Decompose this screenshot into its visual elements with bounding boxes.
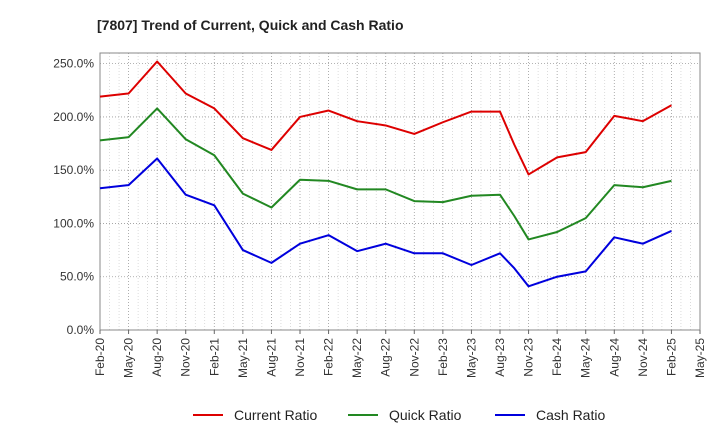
x-tick-label: Feb-22 — [322, 338, 336, 376]
series-line-current-ratio — [99, 60, 672, 176]
x-tick-label: Feb-23 — [436, 338, 450, 376]
y-tick-label: 0.0% — [67, 323, 95, 337]
series-line-quick-ratio — [99, 107, 672, 241]
x-tick-label: May-24 — [579, 338, 593, 378]
y-tick-label: 100.0% — [53, 216, 94, 230]
x-tick-label: May-21 — [236, 338, 250, 378]
x-tick-label: Nov-20 — [179, 338, 193, 377]
x-tick-label: Feb-24 — [550, 338, 564, 376]
x-tick-label: Aug-22 — [379, 338, 393, 377]
x-tick-label: May-23 — [464, 338, 478, 378]
x-tick-label: Nov-22 — [407, 338, 421, 377]
legend-label: Cash Ratio — [536, 407, 605, 423]
x-tick-label: May-22 — [350, 338, 364, 378]
series-lines — [99, 60, 672, 288]
legend-label: Current Ratio — [234, 407, 317, 423]
y-tick-label: 200.0% — [53, 110, 94, 124]
series-line-cash-ratio — [99, 157, 672, 288]
y-tick-label: 50.0% — [60, 270, 94, 284]
x-tick-label: May-20 — [122, 338, 136, 378]
x-tick-label: Nov-21 — [293, 338, 307, 377]
x-tick-label: Nov-24 — [636, 338, 650, 377]
x-tick-label: Feb-21 — [207, 338, 221, 376]
plot-frame — [99, 52, 701, 331]
x-tick-label: May-25 — [693, 338, 707, 378]
axes: 0.0% 50.0% 100.0% 150.0% 200.0% 250.0% Feb-20 M… — [53, 52, 707, 378]
chart-title: [7807] Trend of Current, Quick and Cash … — [97, 17, 404, 33]
x-tick-label: Aug-20 — [150, 338, 164, 377]
x-tick-label: Feb-25 — [664, 338, 678, 376]
legend: Current Ratio Quick Ratio Cash Ratio — [193, 407, 605, 423]
legend-label: Quick Ratio — [389, 407, 462, 423]
y-tick-label: 150.0% — [53, 163, 94, 177]
y-tick-label: 250.0% — [53, 57, 94, 71]
x-tick-label: Aug-24 — [607, 338, 621, 377]
x-tick-label: Aug-23 — [493, 338, 507, 377]
x-tick-label: Nov-23 — [522, 338, 536, 377]
x-tick-label: Aug-21 — [264, 338, 278, 377]
x-tick-label: Feb-20 — [93, 338, 107, 376]
